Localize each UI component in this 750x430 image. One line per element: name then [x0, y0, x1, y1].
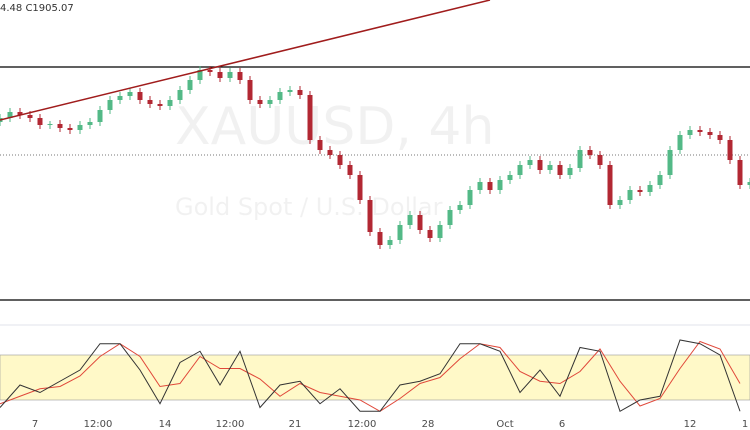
x-tick-label: 1 [742, 419, 748, 430]
candle-body [247, 80, 253, 100]
candle-body [407, 215, 413, 225]
watermark-title: XAUUSD, 4h [175, 97, 494, 157]
candle-body [597, 155, 603, 165]
candle-body [7, 112, 13, 118]
candle-body [207, 70, 213, 72]
candle-body [67, 128, 73, 130]
candle-body [517, 165, 523, 175]
candle-body [397, 225, 403, 240]
x-tick-label: 12:00 [84, 419, 113, 430]
candle-body [267, 100, 273, 104]
trendline [0, 0, 491, 121]
candle-body [647, 185, 653, 192]
candle-body [697, 130, 703, 132]
candle-body [737, 160, 743, 185]
candle-body [157, 104, 163, 106]
candle-body [537, 160, 543, 170]
x-tick-label: Oct [496, 419, 513, 430]
candle-body [317, 140, 323, 150]
x-tick-label: 21 [289, 419, 302, 430]
candle-body [17, 112, 23, 115]
candle-body [97, 110, 103, 122]
candle-body [237, 72, 243, 80]
x-tick-label: 14 [159, 419, 172, 430]
candle-body [367, 200, 373, 232]
candle-body [717, 135, 723, 140]
candle-body [427, 230, 433, 238]
candle-body [307, 95, 313, 140]
candle-body [57, 124, 63, 128]
candle-body [277, 92, 283, 100]
candle-body [687, 130, 693, 135]
ohlc-header: 4.48 C1905.07 [0, 3, 74, 14]
candle-body [327, 150, 333, 155]
candle-body [437, 225, 443, 238]
candle-body [197, 70, 203, 80]
candle-body [257, 100, 263, 104]
stoch-k-line [0, 339, 741, 412]
candle-body [547, 165, 553, 170]
x-tick-label: 12:00 [348, 419, 377, 430]
stoch-band [0, 354, 750, 401]
candle-body [707, 132, 713, 135]
candle-body [147, 100, 153, 104]
candle-body [617, 200, 623, 205]
candle-body [677, 135, 683, 150]
candle-body [587, 150, 593, 155]
x-tick-label: 6 [559, 419, 565, 430]
candle-body [117, 96, 123, 100]
candle-body [657, 175, 663, 185]
candle-body [27, 115, 33, 118]
candle-body [167, 100, 173, 106]
candle-body [577, 150, 583, 168]
stoch-d-line [0, 340, 741, 412]
candle-body [47, 124, 53, 125]
candle-body [127, 92, 133, 96]
candle-body [337, 155, 343, 165]
candle-body [477, 182, 483, 190]
candle-body [487, 182, 493, 190]
watermark-subtitle: Gold Spot / U.S. Dollar [175, 193, 443, 221]
candle-body [37, 118, 43, 125]
candle-body [567, 168, 573, 175]
candle-body [637, 190, 643, 192]
candle-body [467, 190, 473, 205]
candle-body [507, 175, 513, 180]
candle-body [87, 122, 93, 125]
candle-body [347, 165, 353, 175]
candle-body [187, 80, 193, 90]
candle-body [747, 182, 750, 185]
candle-body [727, 140, 733, 160]
candle-body [357, 175, 363, 200]
candle-body [387, 240, 393, 245]
candle-body [107, 100, 113, 110]
candle-body [217, 72, 223, 78]
x-tick-label: 12 [684, 419, 697, 430]
candle-body [287, 90, 293, 92]
candle-body [667, 150, 673, 175]
candle-body [457, 205, 463, 210]
candle-body [447, 210, 453, 225]
candle-body [177, 90, 183, 100]
x-tick-label: 12:00 [216, 419, 245, 430]
candle-body [77, 125, 83, 130]
candle-body [227, 72, 233, 78]
candle-body [607, 165, 613, 205]
candle-body [497, 180, 503, 190]
candle-body [297, 90, 303, 95]
candle-body [557, 165, 563, 175]
candle-body [377, 232, 383, 245]
candle-body [137, 92, 143, 100]
x-tick-label: 7 [32, 419, 38, 430]
x-tick-label: 28 [422, 419, 435, 430]
candle-body [527, 160, 533, 165]
candle-body [627, 190, 633, 200]
candle-body [417, 215, 423, 230]
